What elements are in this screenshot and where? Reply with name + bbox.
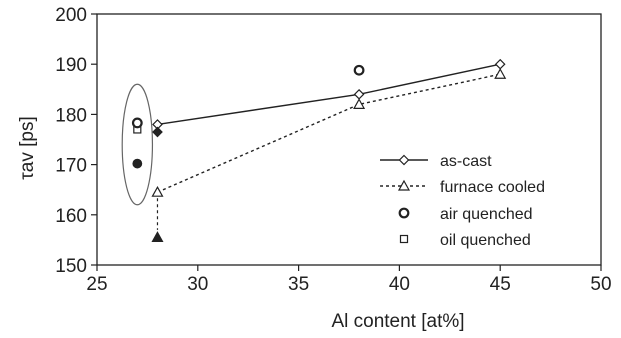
plot-frame — [96, 13, 602, 266]
series-layer — [121, 58, 507, 242]
axis-ticks — [91, 13, 602, 271]
legend-furnace-cooled-label: furnace cooled — [440, 179, 545, 196]
x-tick-label: 40 — [389, 274, 410, 295]
x-tick-label: 30 — [187, 274, 208, 295]
plot-area-border — [96, 13, 602, 266]
legend-furnace-cooled-marker — [397, 179, 411, 191]
as-cast-point — [353, 88, 365, 100]
highlight-ellipse — [121, 83, 154, 206]
extra-triangle-point — [151, 231, 164, 242]
x-tick-label: 50 — [590, 274, 611, 295]
as-cast-line — [157, 63, 501, 126]
air-quenched-point — [353, 64, 365, 76]
legend-air-quenched-marker — [398, 207, 410, 219]
extra-diamond-point — [152, 126, 163, 138]
y-tick-label: 200 — [55, 5, 87, 26]
legend-oil-quenched-label: oil quenched — [440, 232, 531, 249]
as-cast-point — [494, 58, 506, 70]
legend-oil-quenched-marker — [399, 234, 409, 244]
legend-air-quenched-label: air quenched — [440, 206, 533, 223]
furnace-cooled-point — [353, 98, 366, 109]
legend-as-cast-marker — [398, 154, 410, 166]
extra-circle-point — [131, 117, 143, 129]
y-tick-label: 160 — [55, 206, 87, 227]
x-axis-title: Al content [at%] — [331, 311, 464, 332]
extra-circle-point — [132, 158, 143, 169]
y-tick-label: 190 — [55, 55, 87, 76]
furnace-cooled-point — [151, 185, 164, 197]
y-axis-title: τav [ps] — [17, 116, 38, 179]
furnace-cooled-point — [494, 68, 507, 79]
x-tick-label: 25 — [86, 274, 107, 295]
x-tick-label: 45 — [490, 274, 511, 295]
legend-as-cast-label: as-cast — [440, 153, 492, 170]
y-tick-label: 180 — [55, 105, 87, 126]
y-tick-label: 150 — [55, 256, 87, 277]
y-tick-label: 170 — [55, 156, 87, 177]
x-tick-label: 35 — [288, 274, 309, 295]
furnace-cooled-line — [157, 73, 501, 193]
axis-tick-labels: 25 30 35 40 45 50 150 160 170 180 190 200 — [55, 5, 611, 295]
legend: as-cast furnace cooled air quenched oil que… — [380, 153, 545, 249]
